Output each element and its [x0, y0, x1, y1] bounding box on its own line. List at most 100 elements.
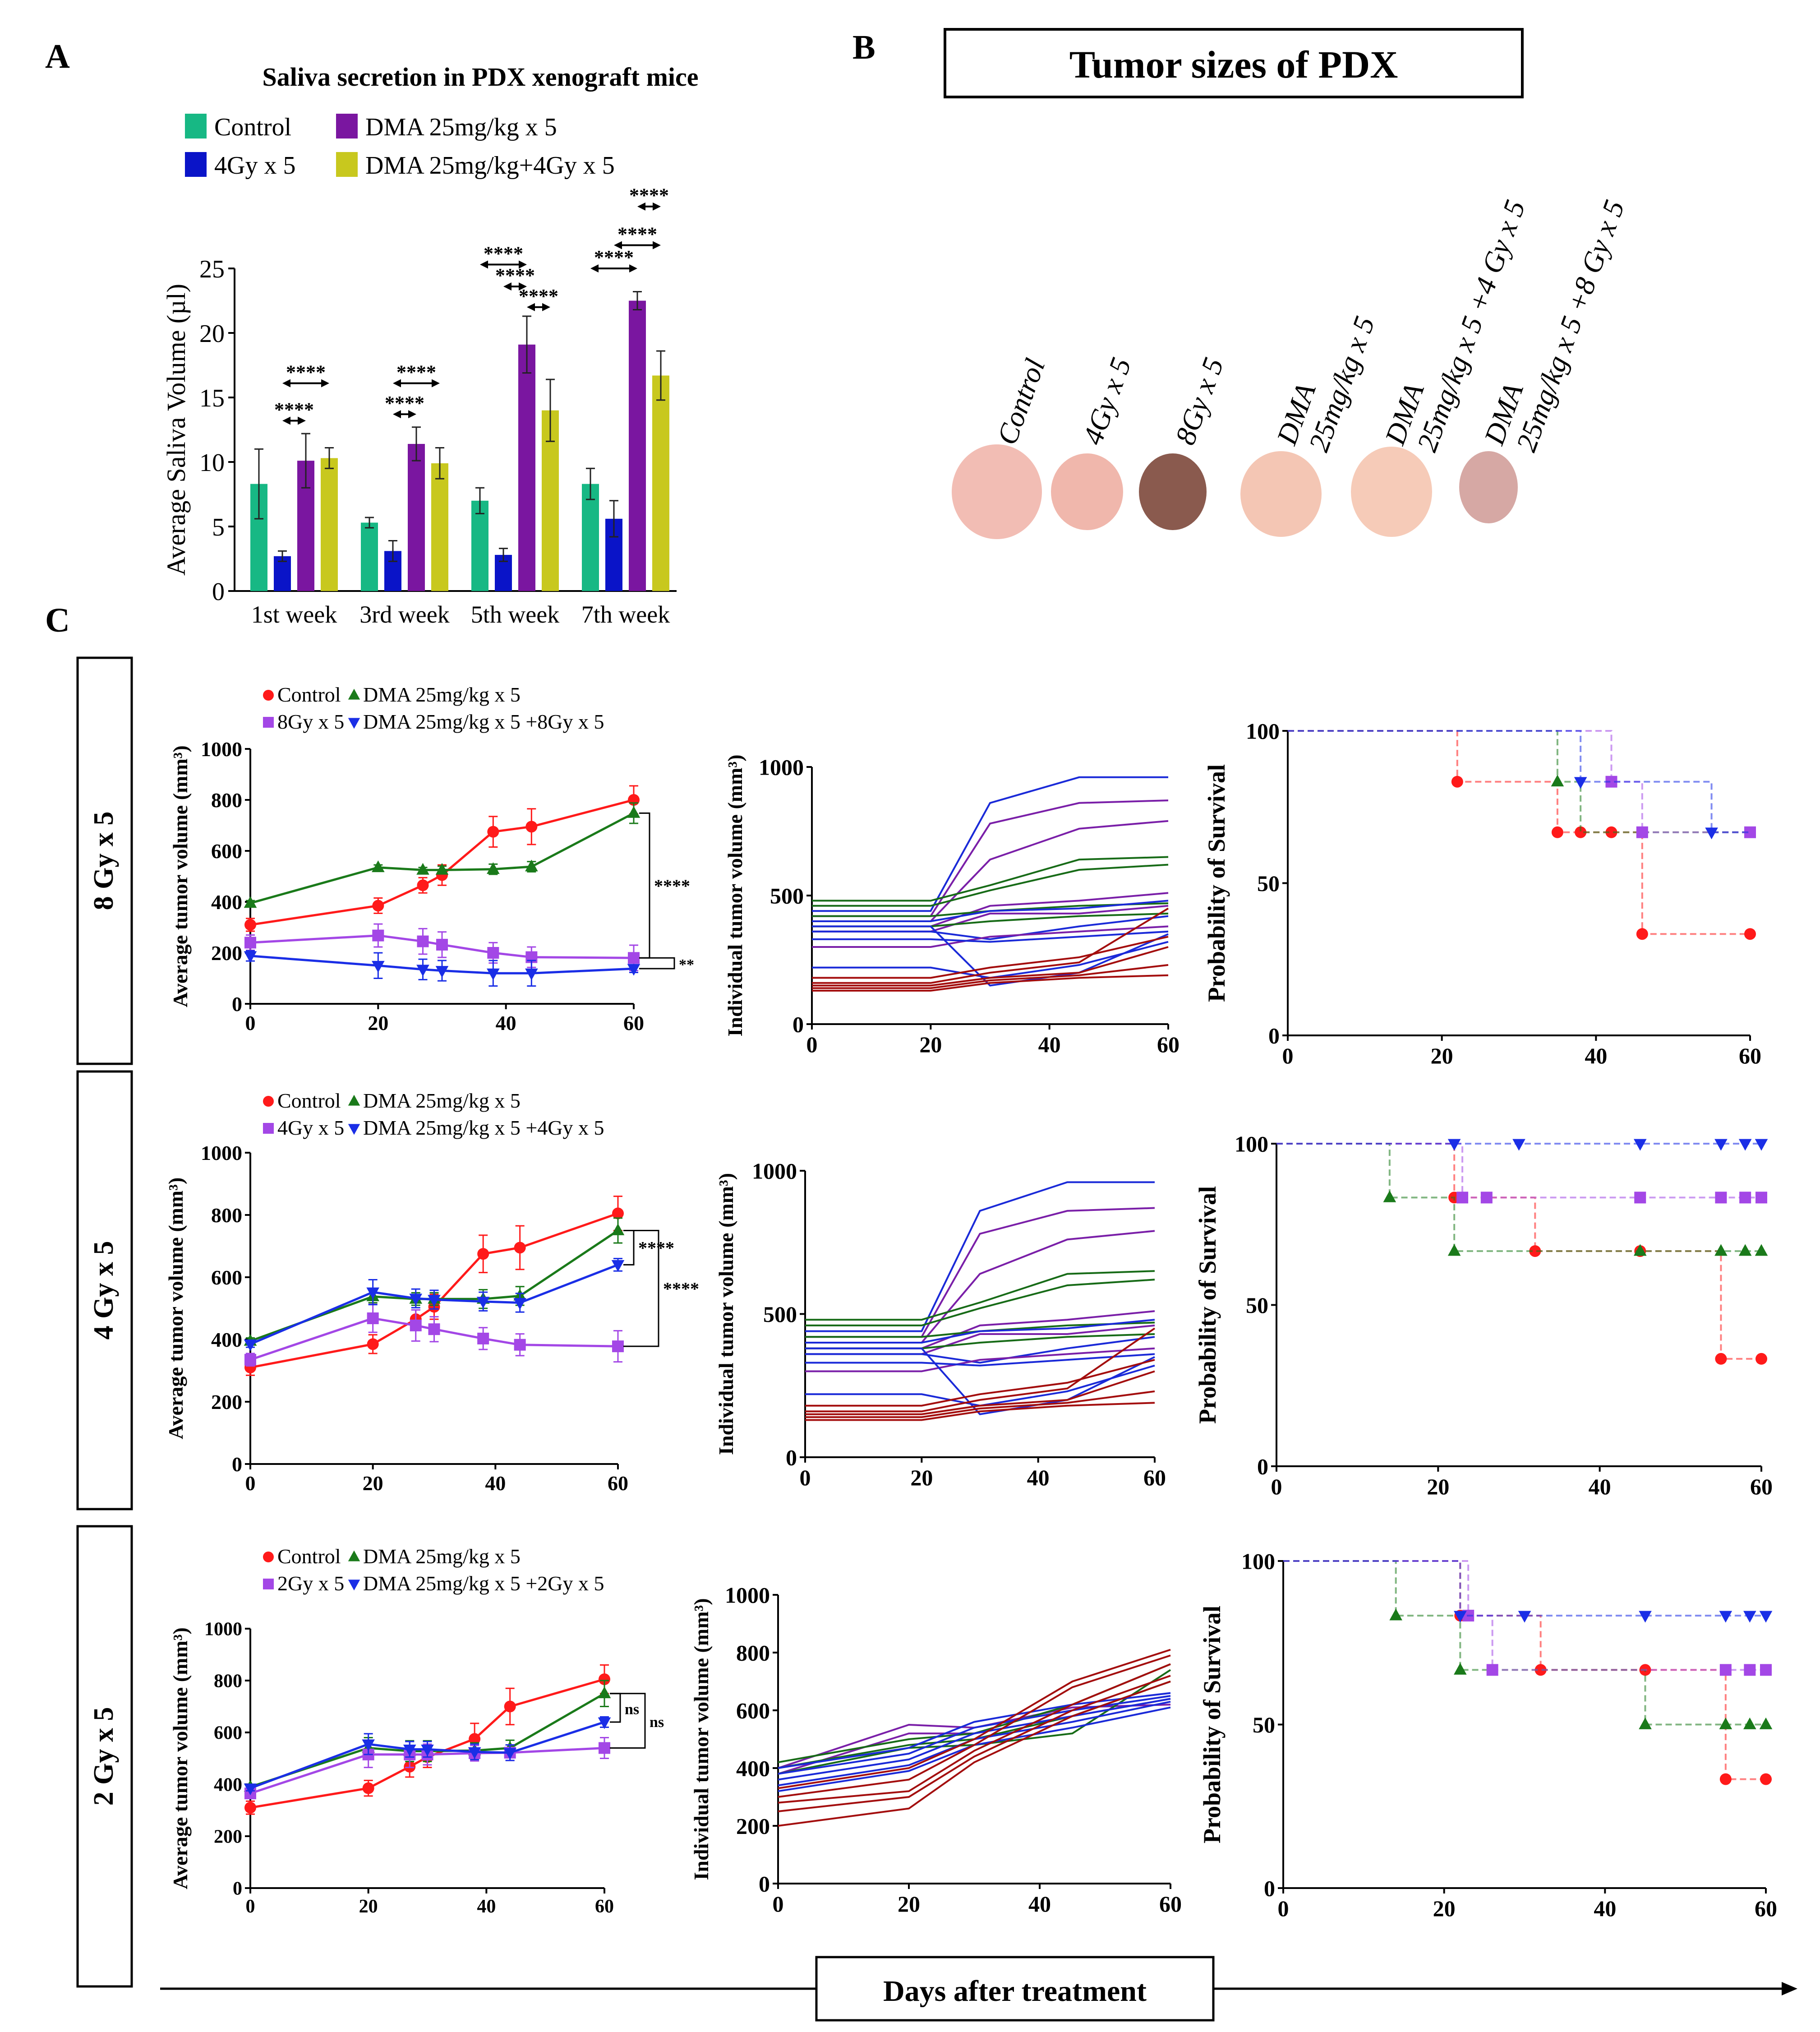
- y-axis-label: Individual tumor volume (mm³): [714, 1173, 737, 1455]
- y-tick-label: 100: [1246, 719, 1280, 744]
- sig-arrow-left: [637, 202, 645, 211]
- survival-curve: [1276, 1143, 1761, 1360]
- sig-arrow-left: [503, 282, 511, 291]
- y-tick-label: 25: [199, 255, 225, 283]
- y-tick-label: 1000: [759, 755, 804, 780]
- x-tick-label: 0: [246, 1896, 255, 1917]
- data-point: [366, 1287, 379, 1299]
- sig-arrow-left: [282, 416, 290, 425]
- y-tick-label: 0: [793, 1012, 804, 1037]
- data-point: [362, 1739, 375, 1751]
- data-point: [435, 966, 449, 978]
- tumor-photo-8gy: [1139, 453, 1207, 530]
- legend-label: DMA 25mg/kg x 5 +4Gy x 5: [363, 1116, 604, 1139]
- survival-marker: [1456, 1191, 1469, 1204]
- x-tick-label: 7th week: [581, 601, 670, 628]
- legend-marker: [348, 718, 360, 729]
- y-tick-label: 1000: [201, 1141, 242, 1164]
- y-tick-label: 0: [1257, 1454, 1268, 1479]
- y-tick-label: 50: [1257, 871, 1280, 896]
- tumor-label-line: Control: [991, 355, 1051, 449]
- y-tick-label: 800: [214, 1671, 242, 1692]
- y-tick-label: 5: [212, 513, 225, 541]
- data-point: [628, 952, 640, 964]
- legend-label: Control: [277, 1089, 341, 1112]
- y-tick-label: 200: [736, 1814, 770, 1839]
- bar: [518, 344, 535, 591]
- survival-marker: [1633, 1244, 1647, 1256]
- individual-line: [805, 1347, 1155, 1415]
- legend-marker: [263, 690, 274, 701]
- legend-label: DMA 25mg/kg x 5: [365, 113, 557, 141]
- bar: [582, 484, 599, 591]
- y-tick-label: 0: [759, 1871, 770, 1897]
- data-point: [525, 859, 538, 872]
- bar: [471, 500, 488, 591]
- individual-line: [812, 907, 1169, 984]
- survival-marker: [1715, 1353, 1727, 1365]
- survival-curve: [1283, 1560, 1766, 1617]
- sig-arrow-right: [408, 410, 416, 419]
- x-tick-label: 20: [910, 1465, 933, 1490]
- survival-marker: [1605, 826, 1617, 838]
- data-point: [611, 1260, 625, 1272]
- row-label-2gy: 2 Gy x 5: [76, 1525, 133, 1988]
- legend-marker: [348, 1124, 360, 1135]
- y-tick-label: 600: [214, 1723, 242, 1744]
- y-axis-label: Individual tumor volume (mm³): [723, 754, 746, 1036]
- sig-label: ****: [495, 264, 535, 286]
- data-point: [428, 1295, 441, 1307]
- individual-line: [778, 1700, 1171, 1787]
- sig-label: ****: [519, 285, 558, 307]
- legend-label: 8Gy x 5: [277, 710, 344, 733]
- survival-curve: [1288, 730, 1750, 935]
- y-tick-label: 0: [232, 993, 242, 1016]
- sig-bracket: [623, 1230, 635, 1265]
- y-axis-label: Average tumor volume (mm³): [169, 1627, 192, 1889]
- sig-arrow-right: [519, 260, 527, 269]
- tumor-photo-dma-8gy: [1459, 451, 1518, 523]
- y-tick-label: 50: [1253, 1712, 1275, 1737]
- survival-marker: [1534, 1664, 1547, 1676]
- y-tick-label: 200: [214, 1827, 242, 1847]
- tumor-photos: [952, 444, 1518, 539]
- survival-marker: [1551, 775, 1564, 787]
- survival-marker: [1719, 1717, 1732, 1729]
- chart-saliva-bar: Saliva secretion in PDX xenograft mice Co…: [161, 62, 699, 628]
- individual-line: [778, 1675, 1171, 1812]
- data-point: [372, 929, 384, 942]
- x-tick-label: 0: [245, 1011, 256, 1034]
- sig-arrow-left: [393, 410, 401, 419]
- legend-marker: [263, 1123, 274, 1134]
- sig-label: ****: [594, 246, 634, 268]
- y-tick-label: 0: [1264, 1876, 1275, 1901]
- legend-swatch: [185, 152, 207, 177]
- x-tick-label: 60: [623, 1011, 644, 1034]
- tumor-label: 8Gy x 5: [1169, 353, 1230, 448]
- x-tick-label: 5th week: [471, 601, 559, 628]
- individual-line: [812, 915, 1169, 940]
- x-tick-label: 40: [1594, 1896, 1616, 1921]
- data-point: [487, 862, 500, 874]
- sig-bracket: [639, 812, 650, 959]
- survival-curve: [1288, 730, 1750, 833]
- individual-line: [805, 1324, 1155, 1355]
- survival-marker: [1451, 776, 1463, 788]
- sig-label: ****: [617, 223, 657, 245]
- x-tick-label: 20: [368, 1011, 388, 1034]
- panel-label-a: A: [45, 37, 70, 75]
- individual-line: [805, 1279, 1155, 1326]
- data-point: [468, 1747, 481, 1759]
- y-tick-label: 10: [199, 449, 225, 477]
- legend-label: DMA 25mg/kg x 5: [363, 1089, 521, 1112]
- survival-marker: [1755, 1353, 1767, 1365]
- data-point: [409, 1293, 423, 1306]
- data-point: [612, 1207, 624, 1219]
- data-point: [627, 806, 640, 818]
- data-point: [436, 938, 448, 951]
- data-point: [612, 1340, 624, 1353]
- bottom-label-box: [815, 1956, 1215, 2022]
- survival-marker: [1743, 1717, 1756, 1729]
- legend-label: DMA 25mg/kg+4Gy x 5: [365, 152, 615, 180]
- legend-label: DMA 25mg/kg x 5 +2Gy x 5: [363, 1572, 604, 1595]
